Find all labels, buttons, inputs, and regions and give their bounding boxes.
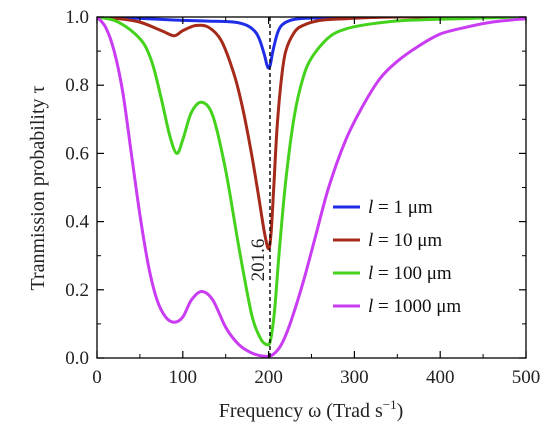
x-tick-label: 300 <box>340 367 369 388</box>
legend-label-2: l = 10 μm <box>368 230 442 251</box>
y-tick-label: 0.0 <box>65 348 89 369</box>
series-layer <box>97 17 526 358</box>
x-axis-label-close: ) <box>397 400 404 422</box>
legend-label-3: l = 100 μm <box>368 263 452 284</box>
x-tick-label: 100 <box>169 367 198 388</box>
series-line-1 <box>97 17 526 70</box>
y-tick-label: 0.6 <box>65 143 89 164</box>
y-axis-label: Tranmission probability τ <box>27 85 49 290</box>
y-tick-label: 0.8 <box>65 75 89 96</box>
x-tick-label: 0 <box>92 367 102 388</box>
annotation-label: 201.6 <box>248 239 269 282</box>
legend-label-4: l = 1000 μm <box>368 296 461 317</box>
annotation-layer: 201.6 <box>248 17 271 358</box>
ticks-layer: 0 100 200 300 400 500 0.0 0.2 0.4 0.6 0.8 1.0 <box>65 7 540 388</box>
y-tick-label: 0.4 <box>65 212 89 233</box>
series-line-2 <box>97 17 526 251</box>
x-axis-label-sup: −1 <box>383 397 397 412</box>
legend-label-1: l = 1 μm <box>368 197 433 218</box>
legend: l = 1 μm l = 10 μm l = 100 μm l = 1000 μm <box>333 197 461 317</box>
series-line-3 <box>97 17 526 347</box>
series-line-4 <box>97 17 526 358</box>
x-tick-label: 500 <box>512 367 541 388</box>
y-tick-label: 0.2 <box>65 280 89 301</box>
plot-frame <box>96 16 527 359</box>
x-axis-label: Frequency ω (Trad s−1) <box>219 397 404 422</box>
y-tick-label: 1.0 <box>65 7 89 28</box>
x-tick-label: 200 <box>254 367 283 388</box>
x-tick-label: 400 <box>426 367 455 388</box>
